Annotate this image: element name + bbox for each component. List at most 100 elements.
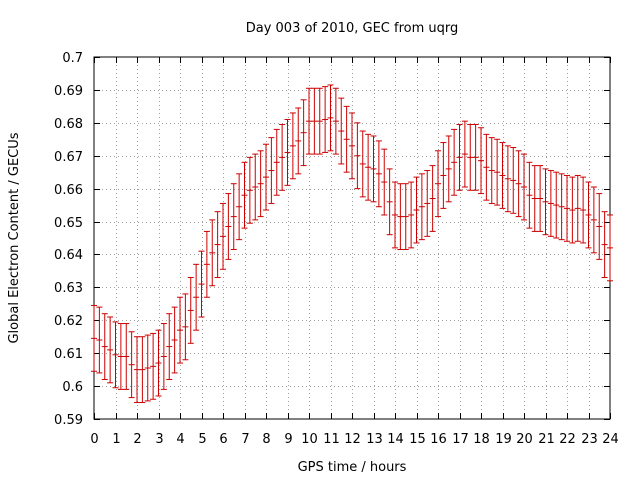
data-point [144,334,151,402]
x-tick-label: 24 [602,432,619,447]
x-axis: 0 1 2 3 4 5 6 7 8 9 10 11 12 13 14 15 16 17 18 19 20 21 22 23 24 [90,57,619,447]
x-tick-label: 1 [112,432,120,447]
data-point [504,145,511,213]
x-tick-label: 14 [387,432,404,447]
data-point [537,165,544,232]
data-point [461,120,468,188]
x-tick-label: 15 [409,432,426,447]
data-point [553,171,560,239]
y-axis-label: Global Electron Content / GECUs [7,132,22,343]
data-point [483,133,490,201]
data-point [128,331,135,399]
data-point [187,276,194,344]
data-point [607,214,613,282]
data-point [526,161,533,229]
data-point [418,173,425,241]
data-point [279,123,286,191]
x-tick-label: 8 [262,432,270,447]
x-tick-label: 10 [301,432,318,447]
data-point [569,176,576,244]
grid-lines [94,57,610,419]
data-point [91,304,97,372]
data-point [160,323,167,390]
data-point [488,137,495,204]
data-point [558,173,565,241]
data-point [150,332,157,400]
x-tick-label: 5 [198,432,206,447]
data-point [370,135,377,203]
data-point [375,140,382,208]
data-point [182,293,189,361]
data-point [139,336,146,404]
x-tick-label: 0 [90,432,98,447]
x-tick-label: 19 [495,432,512,447]
data-point [203,230,210,298]
data-point [413,176,420,244]
data-point [107,316,114,384]
data-point [510,147,517,214]
y-tick-label: 0.63 [54,281,83,296]
data-point [220,202,226,270]
data-point [547,170,554,237]
data-point [252,153,259,221]
x-tick-label: 2 [133,432,141,447]
data-point [494,138,501,206]
data-point [596,193,603,260]
data-point [472,123,479,191]
data-point [574,174,581,242]
data-point [580,176,587,244]
y-tick-label: 0.6 [62,380,83,395]
data-point [381,148,388,216]
data-point [295,107,302,175]
data-point [300,99,307,167]
x-tick-label: 9 [284,432,292,447]
data-point [112,321,119,389]
data-point [451,128,458,196]
y-tick-label: 0.64 [54,248,83,263]
data-point [585,181,592,249]
y-tick-label: 0.62 [54,314,83,329]
data-point [246,156,253,224]
data-point [123,323,130,390]
y-tick-label: 0.61 [54,347,83,362]
data-point [349,112,355,180]
data-point [440,142,447,209]
data-point [386,168,393,236]
x-tick-label: 11 [323,432,340,447]
x-tick-label: 7 [241,432,249,447]
data-series [91,84,613,404]
x-tick-label: 17 [452,432,469,447]
data-point [268,137,275,204]
data-point [402,183,409,251]
data-point [166,313,173,381]
y-tick-label: 0.7 [62,51,83,66]
data-point [564,174,570,242]
x-tick-label: 4 [176,432,184,447]
data-point [230,183,237,251]
data-point [445,135,452,203]
x-tick-label: 22 [559,432,576,447]
data-point [435,150,441,218]
data-point [467,123,474,191]
data-point [590,186,597,254]
x-tick-label: 3 [155,432,163,447]
data-point [499,142,506,209]
data-point [171,306,178,374]
data-point [316,87,323,155]
data-point [198,250,205,318]
data-point [322,86,329,153]
data-point [365,133,372,201]
data-point [257,150,264,218]
y-tick-label: 0.59 [54,413,83,428]
chart-title: Day 003 of 2010, GEC from uqrg [246,21,459,36]
data-point [531,165,538,232]
data-point [521,153,527,221]
data-point [542,168,549,236]
data-point [101,313,108,381]
x-tick-label: 6 [219,432,227,447]
x-tick-label: 16 [430,432,447,447]
y-tick-label: 0.66 [54,183,83,198]
data-point [392,181,398,249]
data-point [96,306,103,374]
